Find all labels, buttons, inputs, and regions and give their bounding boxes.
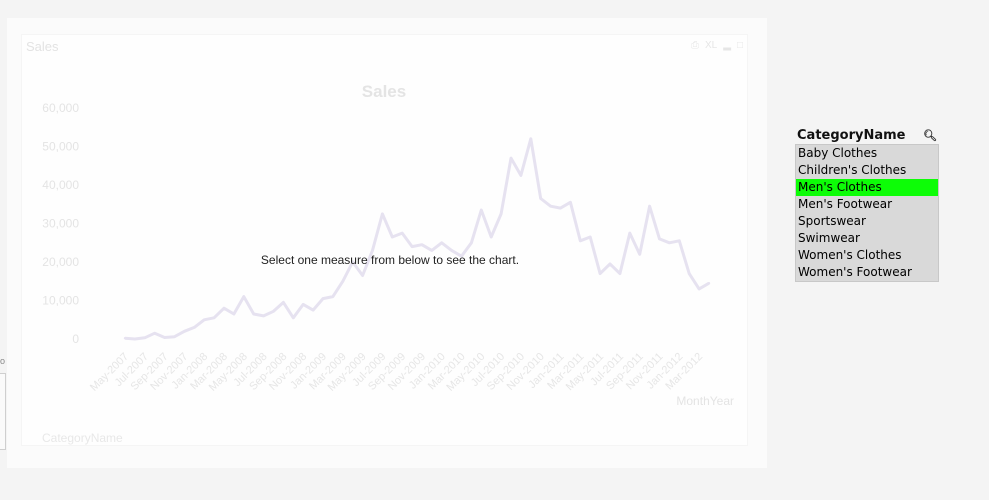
data-point [579,239,582,242]
data-point [351,260,354,264]
minimize-icon[interactable]: ▂ [723,40,731,51]
y-tick-label: 20,000 [42,255,79,269]
side-marker: o [0,356,6,366]
listbox-item[interactable]: Men's Clothes [796,179,938,196]
chart-message: Select one measure from below to see the… [260,253,520,267]
y-tick-label: 30,000 [42,217,79,231]
data-point [183,330,186,333]
y-tick-label: 10,000 [42,294,79,308]
data-point [222,307,226,310]
y-tick-label: 60,000 [42,101,79,115]
sales-chart-object[interactable]: Sales ⎙ XL ▂ □ Sales 0 10,000 20,000 30,000 4… [21,34,748,446]
caption-icons: ⎙ XL ▂ □ [691,40,743,51]
data-point [658,237,661,241]
data-point [381,212,384,216]
y-tick-label: 40,000 [42,178,79,192]
data-point [242,295,245,298]
listbox-item[interactable]: Swimwear [798,231,860,245]
data-point [648,205,651,208]
sheet-background: Sales ⎙ XL ▂ □ Sales 0 10,000 20,000 30,000 4… [7,18,767,468]
data-point [430,249,433,252]
data-point [697,287,701,291]
data-point [440,241,443,244]
listbox-title: CategoryName [797,127,906,143]
y-tick-label: 0 [72,332,79,346]
listbox-items: Baby Clothes Children's Clothes Men's Clot… [795,144,939,282]
line-chart: Sales 0 10,000 20,000 30,000 40,000 50,000 60,0… [42,82,734,408]
listbox-item[interactable]: Women's Footwear [798,265,912,279]
data-point [173,335,176,338]
x-axis-label: MonthYear [676,394,734,408]
data-point [153,332,156,335]
listbox-item[interactable]: Children's Clothes [798,163,907,177]
data-point [460,255,463,258]
data-point [589,235,592,239]
category-listbox[interactable]: CategoryName 🔍︎ Baby Clothes Children's C… [795,126,939,282]
data-point [123,337,127,340]
data-point [480,208,483,212]
data-point [638,253,641,256]
print-icon[interactable]: ⎙ [691,40,700,51]
data-point [569,201,572,204]
data-point [262,314,265,318]
data-point [361,274,364,277]
sales-series-line [124,137,710,341]
data-point [272,310,275,313]
search-icon[interactable]: 🔍︎ [923,128,937,142]
data-point [608,262,612,266]
data-point [490,235,493,239]
data-point [193,326,196,329]
listbox-item[interactable]: Baby Clothes [798,146,878,160]
chart-title: Sales [362,82,406,101]
data-point [252,312,255,316]
listbox-item[interactable]: Sportswear [798,214,866,228]
data-point [668,241,671,244]
data-point [163,336,166,339]
maximize-icon[interactable]: □ [736,40,743,51]
data-point [688,272,691,275]
chart-caption: Sales [26,39,59,54]
data-point [707,282,711,285]
data-point [331,295,335,298]
data-point [678,239,681,242]
data-point [371,249,374,252]
side-panel-stub [0,373,6,450]
data-point [203,318,206,321]
data-point [391,235,394,239]
data-point [519,174,523,177]
data-point [212,316,216,319]
data-point [549,205,552,208]
data-point [232,312,236,316]
data-point [509,156,513,160]
listbox-item[interactable]: Women's Clothes [798,248,902,262]
data-point [143,336,146,339]
listbox-item[interactable]: Men's Footwear [798,197,893,211]
data-point [628,231,631,235]
data-point [420,243,424,246]
data-point [282,301,285,304]
listbox-header: CategoryName 🔍︎ [795,126,939,144]
data-point [311,308,315,312]
data-point [539,197,542,200]
y-tick-label: 50,000 [42,140,79,154]
xl-icon[interactable]: XL [705,40,718,51]
dimension-label: CategoryName [42,431,123,445]
data-point [292,316,295,319]
data-point [302,303,305,306]
data-point [401,231,404,235]
data-point [410,245,414,248]
data-point [598,272,602,275]
data-point [450,249,453,252]
data-point [470,241,473,244]
data-point [559,206,562,210]
data-point [529,137,532,140]
data-point [499,212,503,216]
data-point [618,272,622,275]
data-point [321,297,325,300]
data-point [341,280,344,283]
data-point [133,337,137,341]
